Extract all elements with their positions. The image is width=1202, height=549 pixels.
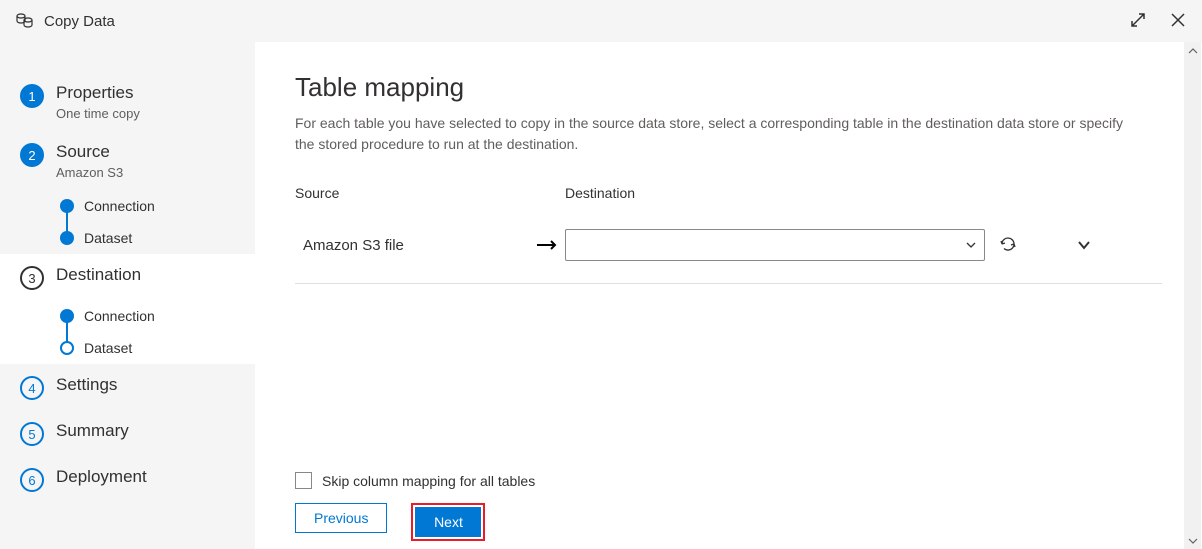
column-destination: Destination xyxy=(565,185,1162,201)
step-summary[interactable]: 5 Summary xyxy=(0,410,255,456)
step-number: 1 xyxy=(20,84,44,108)
substep-dot xyxy=(60,199,74,213)
step-number: 6 xyxy=(20,468,44,492)
main-panel: Table mapping For each table you have se… xyxy=(255,42,1202,549)
header-left: Copy Data xyxy=(16,12,115,31)
destination-select[interactable] xyxy=(565,229,985,261)
page-description: For each table you have selected to copy… xyxy=(295,113,1125,155)
step-title: Properties xyxy=(56,82,140,104)
step-title: Deployment xyxy=(56,466,147,488)
mapping-header: Source Destination xyxy=(295,185,1162,201)
substep-source-connection[interactable]: Connection xyxy=(60,190,255,222)
step-number: 5 xyxy=(20,422,44,446)
substep-destination-connection[interactable]: Connection xyxy=(60,300,255,332)
page-title: Table mapping xyxy=(295,72,1162,103)
skip-mapping-checkbox[interactable] xyxy=(295,472,312,489)
substep-source-dataset[interactable]: Dataset xyxy=(60,222,255,254)
step-title: Settings xyxy=(56,374,117,396)
step-title: Summary xyxy=(56,420,129,442)
step-number: 2 xyxy=(20,143,44,167)
scroll-up-icon[interactable] xyxy=(1184,42,1201,59)
expand-icon[interactable] xyxy=(1077,237,1091,253)
dialog-header: Copy Data xyxy=(0,0,1202,42)
substep-dot xyxy=(60,309,74,323)
substep-label: Connection xyxy=(84,198,155,214)
vertical-scrollbar[interactable] xyxy=(1184,42,1201,549)
next-button-highlight: Next xyxy=(411,503,485,541)
step-destination-substeps: Connection Dataset xyxy=(0,300,255,364)
step-destination[interactable]: 3 Destination xyxy=(0,254,255,300)
step-number: 4 xyxy=(20,376,44,400)
skip-mapping-row: Skip column mapping for all tables xyxy=(295,472,535,489)
step-title: Destination xyxy=(56,264,141,286)
step-title: Source xyxy=(56,141,123,163)
dialog-title: Copy Data xyxy=(44,13,115,30)
substep-dot xyxy=(60,341,74,355)
substep-destination-dataset[interactable]: Dataset xyxy=(60,332,255,364)
refresh-icon[interactable] xyxy=(999,235,1017,256)
step-source[interactable]: 2 Source Amazon S3 xyxy=(0,131,255,190)
mapping-row: Amazon S3 file xyxy=(295,219,1162,284)
chevron-down-icon xyxy=(966,242,976,248)
step-source-substeps: Connection Dataset xyxy=(0,190,255,254)
arrow-icon xyxy=(535,234,565,257)
skip-mapping-label: Skip column mapping for all tables xyxy=(322,473,535,489)
body: 1 Properties One time copy 2 Source Amaz… xyxy=(0,42,1202,549)
next-button[interactable]: Next xyxy=(415,507,481,537)
step-settings[interactable]: 4 Settings xyxy=(0,364,255,410)
substep-label: Dataset xyxy=(84,230,132,246)
substep-label: Connection xyxy=(84,308,155,324)
close-icon[interactable] xyxy=(1170,12,1186,31)
step-subtitle: One time copy xyxy=(56,106,140,121)
wizard-sidebar: 1 Properties One time copy 2 Source Amaz… xyxy=(0,42,255,549)
step-deployment[interactable]: 6 Deployment xyxy=(0,456,255,502)
substep-label: Dataset xyxy=(84,340,132,356)
substep-dot xyxy=(60,231,74,245)
copy-icon xyxy=(16,12,34,31)
column-source: Source xyxy=(295,185,565,201)
step-number: 3 xyxy=(20,266,44,290)
button-row: Previous Next xyxy=(295,503,485,541)
scroll-down-icon[interactable] xyxy=(1184,532,1201,549)
step-subtitle: Amazon S3 xyxy=(56,165,123,180)
previous-button[interactable]: Previous xyxy=(295,503,387,533)
source-name: Amazon S3 file xyxy=(295,237,535,254)
maximize-icon[interactable] xyxy=(1130,12,1146,31)
header-right xyxy=(1130,12,1186,31)
step-properties[interactable]: 1 Properties One time copy xyxy=(0,72,255,131)
